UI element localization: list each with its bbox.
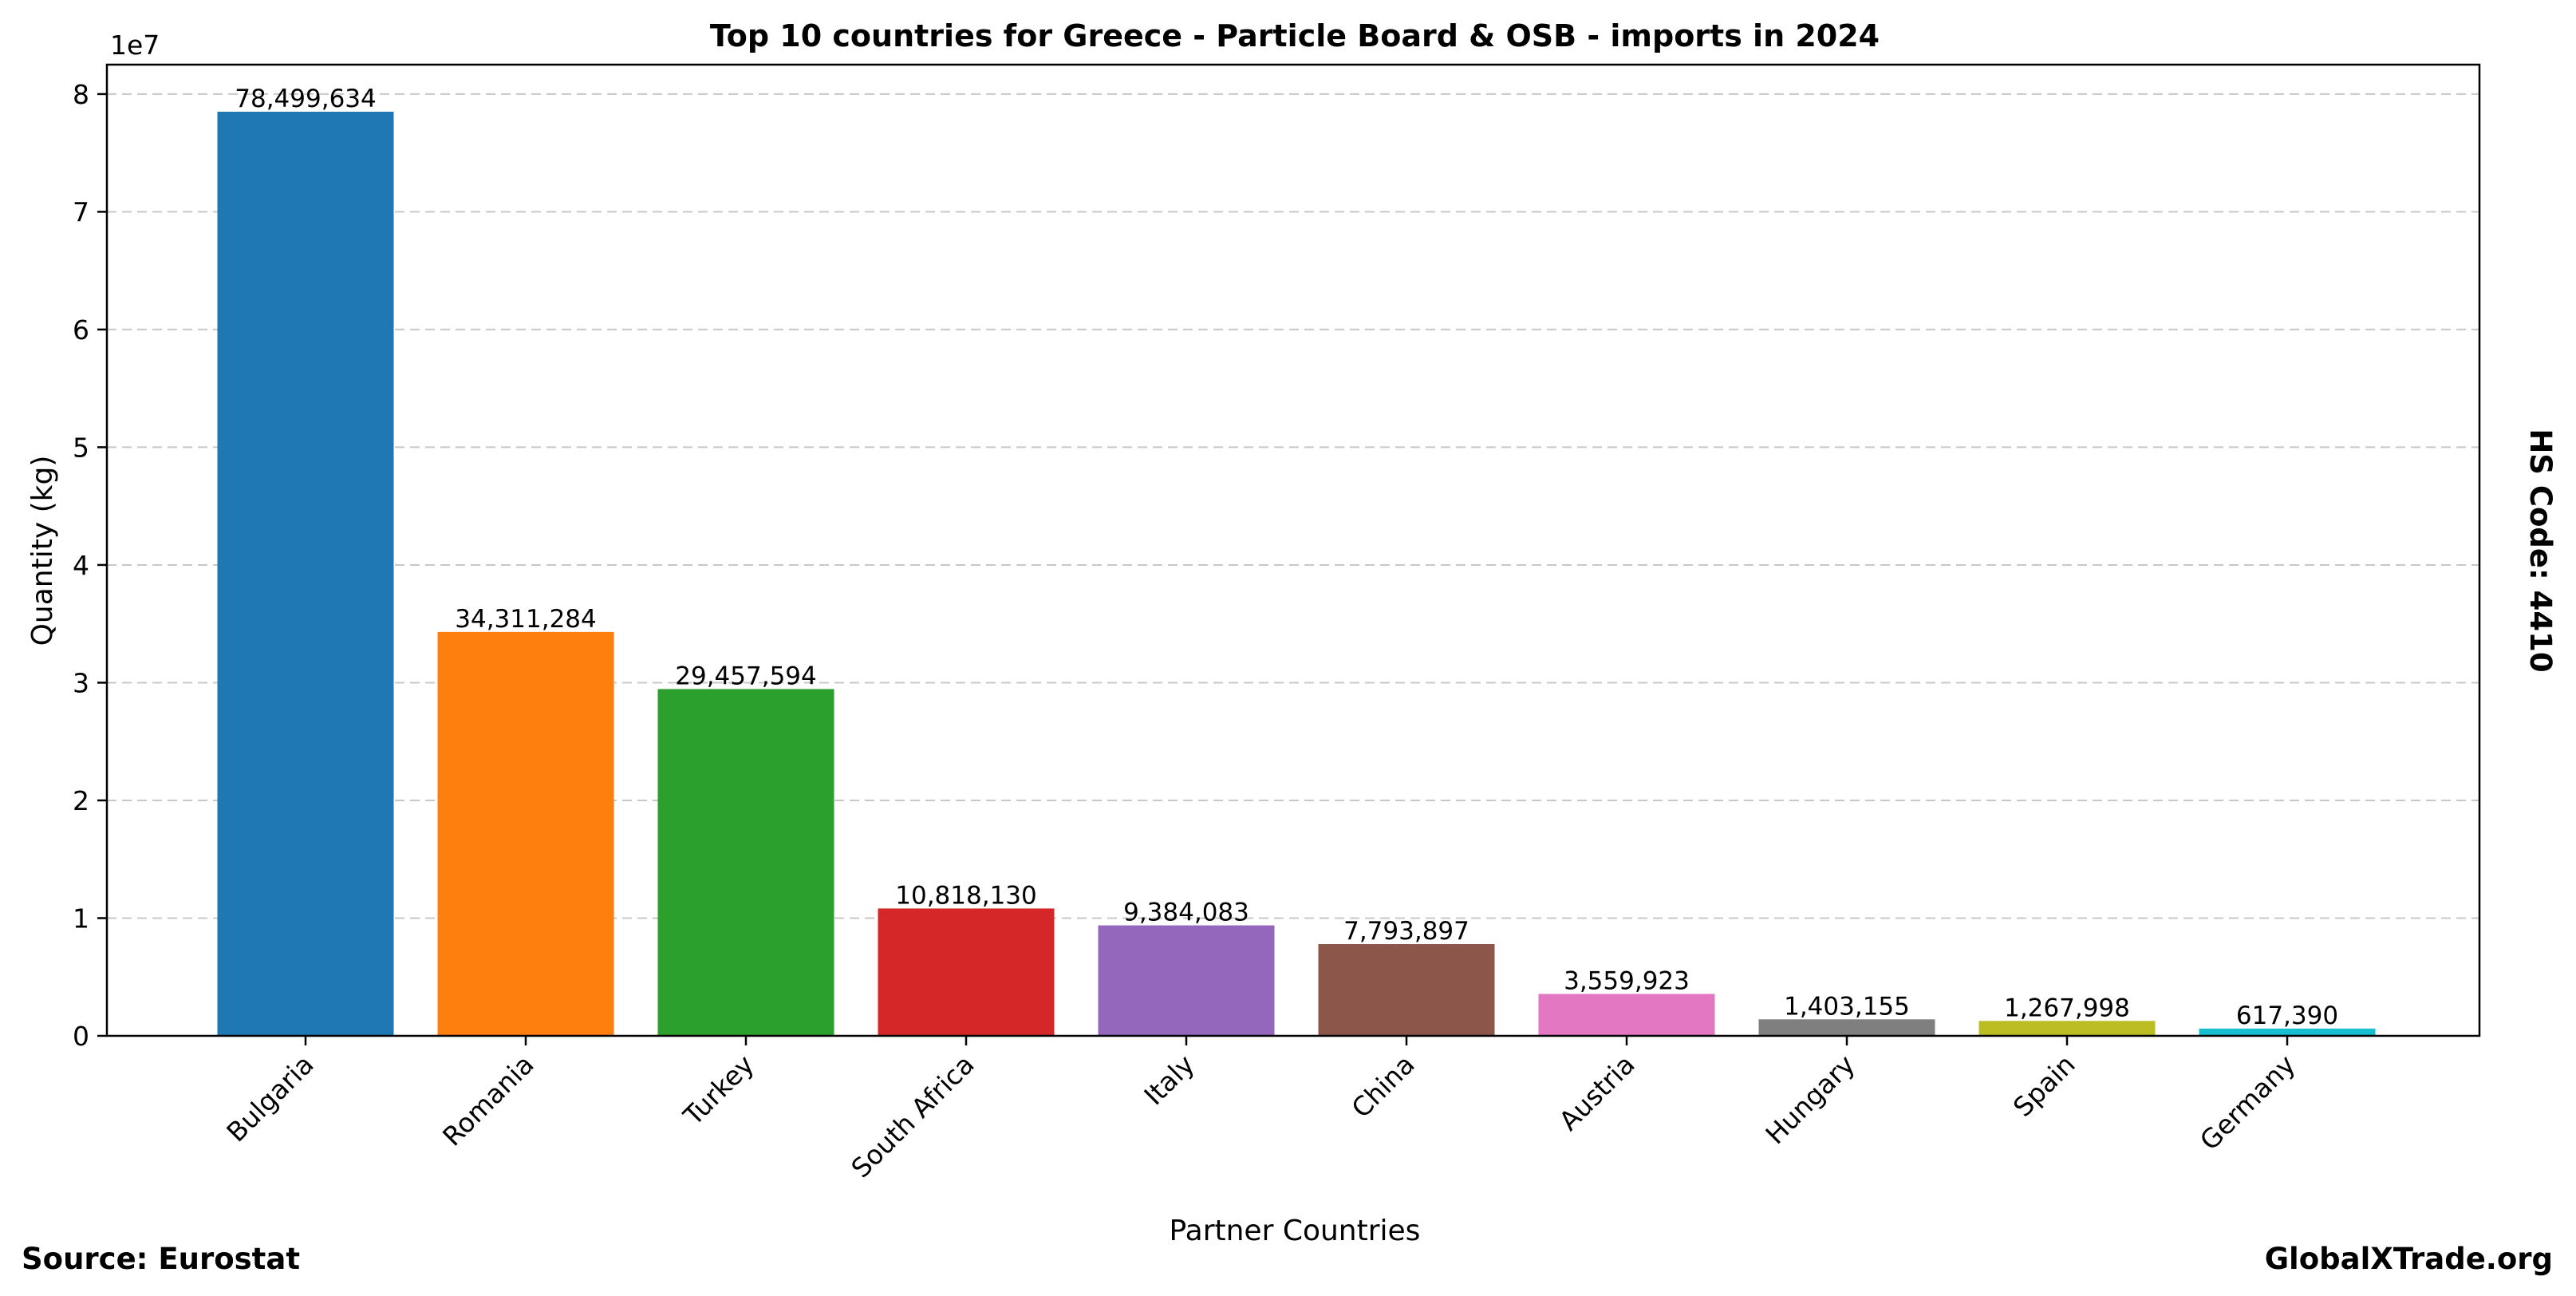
y-tick-label: 3 (73, 667, 89, 698)
value-label: 7,793,897 (1343, 917, 1469, 946)
bar (437, 631, 614, 1036)
value-label: 34,311,284 (455, 605, 597, 634)
bars (217, 112, 2376, 1036)
value-label: 10,818,130 (895, 881, 1037, 910)
plot-frame (105, 63, 2481, 1037)
y-tick-label: 6 (73, 314, 89, 346)
y-tick-label: 2 (73, 785, 89, 816)
bar (1538, 994, 1715, 1036)
bar (1758, 1019, 1935, 1036)
bar (217, 112, 394, 1036)
bar (1098, 925, 1275, 1036)
bar (878, 908, 1055, 1036)
value-label: 1,267,998 (2004, 994, 2130, 1022)
chart-title: Top 10 countries for Greece - Particle B… (710, 18, 1880, 53)
value-label: 29,457,594 (675, 662, 817, 690)
value-labels: 78,499,634 34,311,284 29,457,594 10,818,130… (235, 85, 2338, 1030)
bar (1978, 1021, 2156, 1036)
y-tick-label: 8 (73, 79, 89, 110)
y-scale-label: 1e7 (110, 30, 160, 61)
bar (2199, 1028, 2376, 1036)
source-label: Source: Eurostat (22, 1242, 300, 1276)
y-axis-label: Quantity (kg) (26, 456, 59, 646)
value-label: 78,499,634 (235, 85, 377, 113)
y-tick-label: 4 (73, 550, 89, 581)
hs-code-label: HS Code: 4410 (2523, 429, 2558, 672)
y-axis: 0 1 2 3 4 5 6 7 8 (73, 79, 107, 1052)
value-label: 9,384,083 (1123, 899, 1249, 927)
y-tick-label: 5 (73, 432, 89, 463)
y-tick-label: 7 (73, 196, 89, 227)
brand-label: GlobalXTrade.org (2265, 1242, 2553, 1276)
y-tick-label: 1 (73, 903, 89, 934)
bar (1318, 944, 1495, 1036)
value-label: 617,390 (2236, 1002, 2338, 1030)
x-axis-label: Partner Countries (1170, 1215, 1421, 1247)
y-tick-label: 0 (73, 1021, 89, 1052)
value-label: 1,403,155 (1784, 992, 1910, 1021)
value-label: 3,559,923 (1564, 966, 1690, 995)
bar (657, 689, 834, 1036)
